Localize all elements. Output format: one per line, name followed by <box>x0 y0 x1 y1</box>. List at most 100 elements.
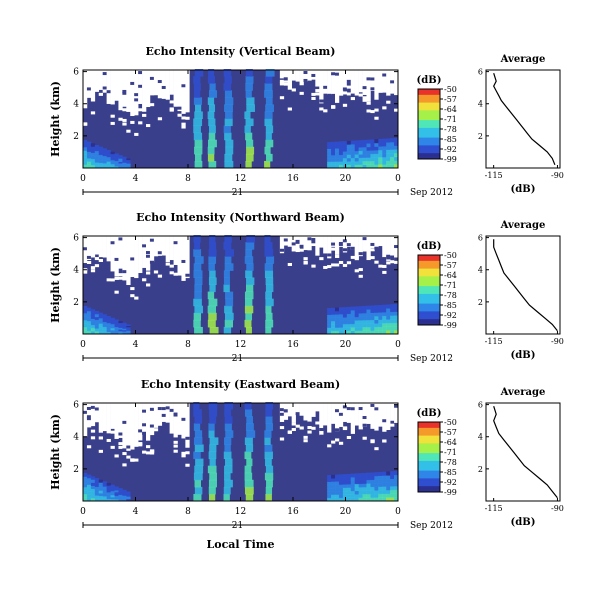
heatmap <box>83 402 399 502</box>
missing-cell <box>90 70 96 102</box>
echo-cell <box>350 157 355 162</box>
echo-cell <box>207 291 215 300</box>
echo-cell <box>358 140 363 145</box>
echo-cell <box>378 471 383 476</box>
colorbar-swatch <box>418 258 440 262</box>
echo-cell <box>86 310 92 315</box>
missing-cell <box>342 236 348 253</box>
colorbar-frame <box>417 254 441 326</box>
echo-cell <box>394 311 399 316</box>
average-x-label: (dB) <box>511 184 536 195</box>
missing-cell <box>86 403 92 428</box>
echo-cell <box>366 497 371 502</box>
echo-cell <box>193 409 202 417</box>
echo-cell <box>358 309 363 314</box>
missing-cell <box>303 435 308 439</box>
y-tick-label: 2 <box>73 132 79 142</box>
echo-cell <box>394 137 399 143</box>
echo-cell <box>98 146 103 150</box>
echo-cell <box>265 69 275 77</box>
echo-cell <box>114 155 119 158</box>
missing-cell <box>130 120 135 124</box>
echo-cell <box>118 237 123 241</box>
colorbar-swatch <box>418 482 440 485</box>
echo-cell <box>382 160 387 165</box>
echo-cell <box>208 479 217 488</box>
echo-cell <box>394 303 399 309</box>
average-profile-line <box>493 406 558 499</box>
missing-cell <box>382 403 387 432</box>
echo-cell <box>224 402 233 410</box>
missing-cell <box>165 262 170 266</box>
echo-cell <box>350 327 355 331</box>
missing-cell <box>366 403 371 424</box>
echo-cell <box>102 491 107 495</box>
colorbar-swatch <box>418 462 440 466</box>
missing-cell <box>362 436 367 440</box>
echo-cell <box>335 307 340 312</box>
echo-cell <box>207 319 216 328</box>
echo-cell <box>114 328 119 331</box>
echo-cell <box>86 327 92 332</box>
echo-cell <box>394 493 399 498</box>
missing-cell <box>185 70 190 113</box>
missing-cell <box>299 91 304 95</box>
echo-cell <box>122 492 127 495</box>
echo-cell <box>94 483 100 488</box>
missing-cell <box>319 236 324 248</box>
missing-cell <box>335 254 340 258</box>
echo-cell <box>362 486 367 491</box>
colorbar-tick-label: -78 <box>444 458 457 467</box>
missing-cell <box>130 236 135 278</box>
missing-cell <box>130 70 135 117</box>
echo-cell <box>98 495 103 499</box>
echo-cell <box>374 308 379 313</box>
echo-cell <box>342 320 348 325</box>
missing-cell <box>331 105 336 109</box>
echo-cell <box>331 151 336 156</box>
echo-cell <box>194 69 204 77</box>
missing-cell <box>287 430 292 434</box>
echo-cell <box>224 90 232 98</box>
echo-cell <box>374 407 379 411</box>
echo-cell <box>366 150 371 155</box>
echo-cell <box>209 83 216 91</box>
colorbar-swatch <box>418 431 440 435</box>
echo-cell <box>331 164 336 169</box>
echo-cell <box>181 259 186 263</box>
colorbar-frame <box>417 421 441 493</box>
x-tick-label: 0 <box>395 340 401 350</box>
echo-cell <box>350 310 355 314</box>
missing-cell <box>374 116 379 120</box>
echo-cell <box>90 315 96 319</box>
panel-vertical: Echo Intensity (Vertical Beam)0 4 8 12 16 20 0… <box>49 45 564 198</box>
colorbar-frame <box>417 88 441 160</box>
echo-cell <box>374 319 379 324</box>
echo-cell <box>118 489 123 492</box>
missing-cell <box>149 403 155 436</box>
missing-cell <box>370 236 375 249</box>
echo-cell <box>86 151 92 156</box>
echo-cell <box>346 79 352 83</box>
echo-cell <box>118 332 123 335</box>
echo-cell <box>224 256 232 264</box>
panel-title: Echo Intensity (Vertical Beam) <box>145 45 335 58</box>
y-tick-label: 6 <box>73 401 79 411</box>
missing-cell <box>181 451 186 455</box>
echo-cell <box>331 242 336 246</box>
echo-cell <box>114 491 119 495</box>
missing-cell <box>90 403 96 427</box>
echo-cell <box>110 165 115 169</box>
colorbar-swatch <box>418 486 440 489</box>
echo-cell <box>208 118 216 127</box>
echo-cell <box>130 257 135 261</box>
missing-cell <box>122 108 127 112</box>
colorbar-swatch <box>418 445 440 448</box>
echo-cell <box>209 270 216 278</box>
missing-cell <box>303 439 308 443</box>
echo-cell <box>224 235 232 243</box>
echo-cell <box>102 72 107 76</box>
echo-cell <box>245 423 254 431</box>
missing-cell <box>279 70 285 79</box>
echo-cell <box>335 310 340 315</box>
